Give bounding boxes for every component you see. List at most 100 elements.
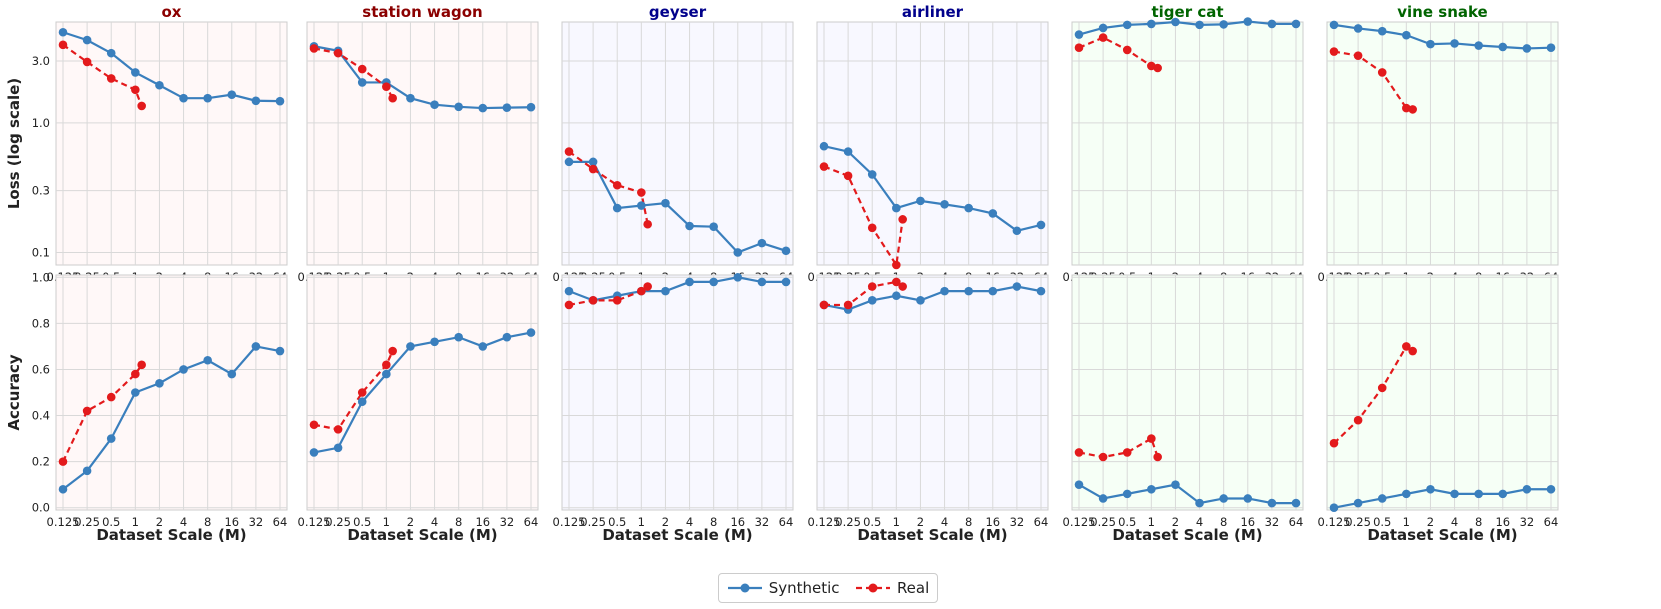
synthetic-point [357,397,367,407]
synthetic-point [1147,19,1156,29]
real-point [106,392,116,402]
x-tick-label: 1 [1148,515,1155,529]
x-axis-label: Dataset Scale (M) [602,526,752,544]
synthetic-point [58,27,68,37]
real-point [1074,43,1084,53]
synthetic-series-line [823,285,1042,311]
synthetic-series-line [823,145,1042,232]
plot-area [816,274,1049,511]
real-point [1122,45,1132,55]
synthetic-point [892,291,901,301]
real-point [612,296,622,305]
synthetic-point [430,100,439,110]
accuracy-y-axis-label: Accuracy [5,354,23,430]
plot-area [306,21,539,266]
x-tick-label: 4 [431,515,438,529]
synthetic-point [1074,30,1084,39]
real-point [637,188,646,197]
synthetic-point [1012,226,1022,236]
x-tick-label: 16 [224,515,239,529]
x-axis-label: Dataset Scale (M) [857,526,1007,544]
x-tick-label: 64 [1544,515,1559,529]
x-tick-label: 0.5 [1373,515,1391,529]
panel-title-airliner: airliner [902,3,964,21]
synthetic-point [685,221,694,231]
legend-item-real: Real [855,579,929,597]
real-point [892,260,901,270]
synthetic-point [843,147,853,156]
synthetic-point [251,342,261,351]
synthetic-point [1098,23,1108,33]
loss-y-axis-label: Loss (log scale) [5,78,23,209]
panel-title-vine-snake: vine snake [1397,3,1487,21]
synthetic-point [733,248,743,257]
real-point [892,277,901,287]
x-axis-label: Dataset Scale (M) [1367,526,1517,544]
real-point [309,420,319,430]
synthetic-series-line [1078,20,1296,36]
x-tick-label: 16 [1240,515,1255,529]
synthetic-point [1329,20,1339,30]
synthetic-point [819,141,829,151]
synthetic-point [1267,498,1277,508]
synthetic-point [1267,19,1277,29]
synthetic-point [131,68,140,77]
real-point [588,296,598,305]
real-series-line [313,350,394,431]
synthetic-point [1195,20,1204,30]
synthetic-point [1546,484,1556,494]
real-point [819,162,829,171]
x-tick-label: 4 [941,515,948,529]
panel-title-ox: ox [162,3,182,21]
real-point [131,369,140,379]
synthetic-point [1171,17,1180,27]
x-tick-label: 0.125 [553,515,586,529]
plot-area [55,274,288,511]
panel-title-geyser: geyser [649,3,707,21]
real-point [867,282,877,291]
synthetic-point [564,157,574,167]
synthetic-series-line [1333,23,1552,50]
synthetic-point [251,96,261,106]
legend-item-synthetic: Synthetic [727,579,840,597]
real-point [82,57,92,67]
real-point [131,85,140,95]
x-tick-label: 8 [455,515,462,529]
synthetic-point [1522,44,1532,53]
synthetic-point [781,246,791,256]
synthetic-point [58,484,68,494]
synthetic-point [916,296,925,305]
x-tick-label: 1 [1403,515,1410,529]
x-tick-label: 64 [1289,515,1304,529]
x-axis-label: Dataset Scale (M) [96,526,246,544]
synthetic-series-line [313,331,532,454]
x-axis-label: Dataset Scale (M) [347,526,497,544]
synthetic-point [1402,489,1411,499]
x-tick-label: 8 [965,515,972,529]
x-tick-label: 32 [500,515,515,529]
synthetic-point [988,209,998,218]
synthetic-point [1498,42,1508,52]
x-tick-label: 1 [893,515,900,529]
synthetic-point [526,328,536,337]
y-tick-label: 0.4 [32,409,50,423]
synthetic-point [1243,17,1253,26]
synthetic-point [106,434,116,443]
real-point [819,300,829,310]
x-tick-label: 64 [1034,515,1049,529]
synthetic-point [564,286,574,296]
real-point [564,300,574,310]
synthetic-point [637,201,646,210]
real-point [106,74,116,83]
y-tick-label: 3.0 [32,54,50,68]
real-point [82,406,92,416]
y-tick-label: 0.8 [32,316,50,330]
y-tick-label: 0.0 [32,501,50,515]
real-point [357,64,367,74]
x-tick-label: 2 [1172,515,1179,529]
